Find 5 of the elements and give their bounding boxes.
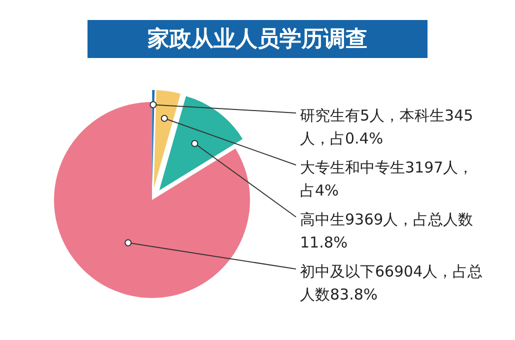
- chart-title: 家政从业人员学历调查: [146, 26, 368, 52]
- slice-label: 高中生9369人，占总人数11.8%: [300, 210, 474, 252]
- slice-label: 大专生和中专生3197人，占4%: [300, 158, 474, 200]
- slice-label: 研究生有5人，本科生345人，占0.4%: [300, 106, 474, 148]
- slice-label: 初中及以下66904人，占总人数83.8%: [300, 262, 483, 304]
